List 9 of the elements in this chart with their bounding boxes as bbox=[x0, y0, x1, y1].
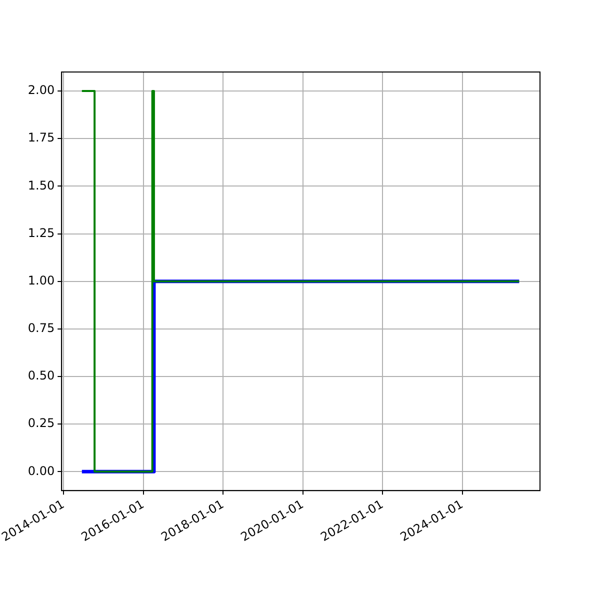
y-tick-label: 1.00 bbox=[28, 273, 55, 288]
y-tick-label: 0.75 bbox=[28, 321, 55, 336]
y-tick-label: 0.50 bbox=[28, 368, 55, 383]
y-tick-label: 1.75 bbox=[28, 130, 55, 145]
y-tick-label: 0.25 bbox=[28, 416, 55, 430]
y-tick-label: 1.25 bbox=[28, 226, 55, 240]
y-tick-label: 2.00 bbox=[28, 83, 55, 98]
y-tick-label: 0.00 bbox=[28, 464, 55, 478]
y-tick-label: 1.50 bbox=[28, 178, 55, 192]
